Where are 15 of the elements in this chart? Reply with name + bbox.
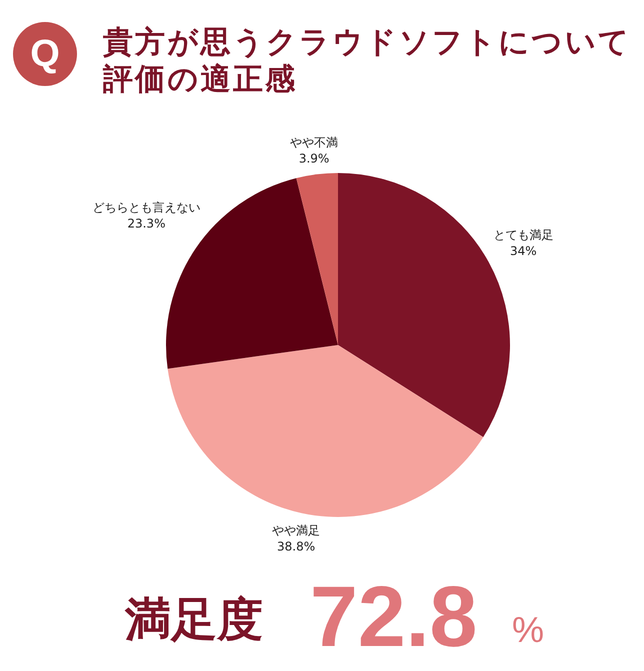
data-label: 3.9% xyxy=(298,152,330,166)
data-label: 38.8% xyxy=(277,539,316,554)
slice-label: やや不満 xyxy=(290,136,338,150)
data-label: 23.3% xyxy=(127,216,166,231)
pie-slice xyxy=(168,345,484,517)
text: 満足度 xyxy=(125,592,263,646)
slice-label: やや満足 xyxy=(272,523,320,538)
data-label: 34% xyxy=(510,244,537,258)
badge-icon: Q xyxy=(13,22,77,86)
text: % xyxy=(512,609,544,650)
chart-title: 貴方が思うクラウドソフトについて評価の適正感 xyxy=(103,24,632,98)
pie-slice xyxy=(296,173,338,345)
slice-label: とても満足 xyxy=(493,228,554,242)
text: 72.8 xyxy=(310,569,478,665)
slice-label: どちらとも言えない xyxy=(92,200,200,215)
